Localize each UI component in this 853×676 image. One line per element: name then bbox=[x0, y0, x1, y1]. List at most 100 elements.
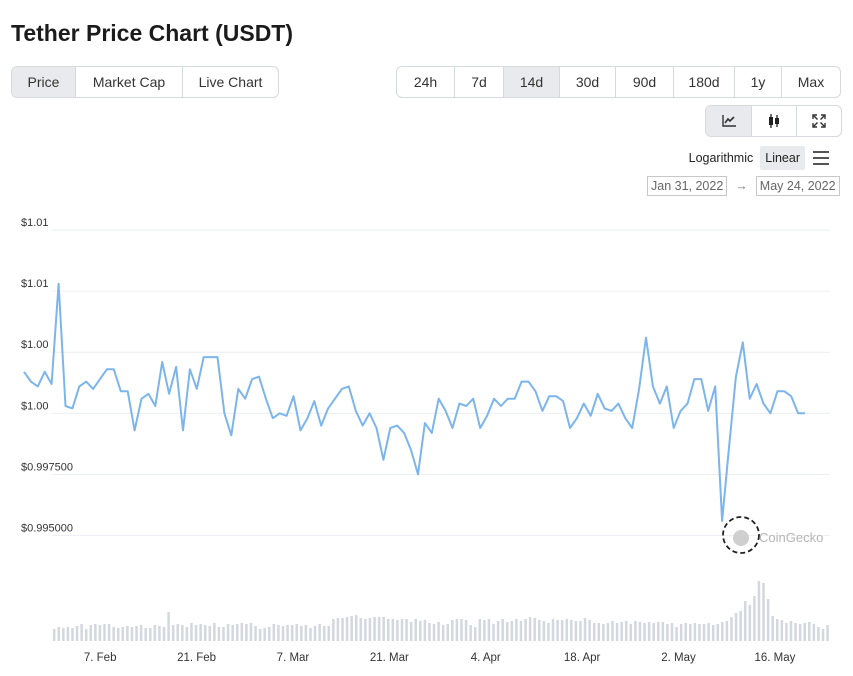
volume-bar bbox=[98, 625, 102, 641]
volume-bar bbox=[478, 619, 482, 641]
range-7d[interactable]: 7d bbox=[454, 67, 503, 97]
date-from-input[interactable]: Jan 31, 2022 bbox=[647, 176, 728, 196]
line-chart-button[interactable] bbox=[706, 106, 751, 136]
volume-bar bbox=[107, 624, 111, 641]
date-range: Jan 31, 2022 → May 24, 2022 bbox=[647, 176, 840, 196]
volume-bar bbox=[149, 628, 152, 641]
range-180d[interactable]: 180d bbox=[673, 67, 734, 97]
x-tick-label: 18. Apr bbox=[564, 652, 601, 664]
range-tabs: 24h 7d 14d 30d 90d 180d 1y Max bbox=[396, 66, 841, 98]
volume-bar bbox=[368, 618, 372, 641]
x-tick-label: 7. Feb bbox=[84, 652, 117, 664]
volume-bar bbox=[469, 625, 472, 641]
range-1y[interactable]: 1y bbox=[734, 67, 781, 97]
menu-icon[interactable] bbox=[813, 151, 829, 165]
volume-bar bbox=[501, 619, 504, 641]
range-90d[interactable]: 90d bbox=[615, 67, 673, 97]
volume-bar bbox=[226, 624, 230, 641]
candlestick-button[interactable] bbox=[751, 106, 796, 136]
volume-bar bbox=[570, 620, 573, 641]
volume-bar bbox=[515, 619, 518, 641]
volume-bar bbox=[309, 628, 312, 641]
volume-bar bbox=[272, 624, 276, 641]
volume-bar bbox=[57, 627, 61, 641]
volume-bar bbox=[341, 618, 344, 641]
volume-bar bbox=[579, 621, 582, 641]
volume-bar bbox=[268, 627, 271, 641]
volume-bar bbox=[222, 627, 225, 641]
volume-bar bbox=[213, 623, 216, 641]
volume-bar bbox=[524, 619, 527, 641]
volume-bar bbox=[666, 624, 669, 641]
volume-bar bbox=[679, 624, 683, 641]
volume-bar bbox=[542, 621, 546, 641]
volume-bar bbox=[158, 626, 161, 641]
volume-bar bbox=[638, 622, 642, 641]
y-tick-label: $0.995000 bbox=[21, 523, 73, 535]
price-series-line bbox=[23, 282, 805, 522]
volume-bar bbox=[592, 623, 596, 641]
volume-bar bbox=[414, 619, 417, 641]
range-24h[interactable]: 24h bbox=[413, 74, 438, 90]
volume-bar bbox=[739, 611, 742, 641]
volume-bar bbox=[725, 621, 729, 641]
volume-bar bbox=[190, 623, 193, 641]
expand-button[interactable] bbox=[796, 106, 841, 136]
volume-bar bbox=[693, 623, 697, 641]
volume-bar bbox=[428, 623, 431, 641]
volume-bar bbox=[538, 620, 541, 641]
volume-bar bbox=[455, 619, 459, 641]
volume-bar bbox=[382, 617, 385, 641]
tab-live-chart[interactable]: Live Chart bbox=[182, 67, 278, 97]
volume-bar bbox=[167, 612, 170, 641]
scale-linear[interactable]: Linear bbox=[760, 146, 805, 170]
volume-bar bbox=[753, 596, 756, 641]
volume-bar bbox=[300, 626, 303, 641]
x-tick-label: 21. Feb bbox=[177, 652, 216, 664]
watermark-text: CoinGecko bbox=[759, 530, 823, 545]
tab-market-cap[interactable]: Market Cap bbox=[75, 67, 182, 97]
volume-bar bbox=[798, 624, 802, 641]
volume-bar bbox=[203, 625, 207, 641]
range-14d[interactable]: 14d bbox=[503, 67, 559, 97]
date-to-input[interactable]: May 24, 2022 bbox=[755, 176, 840, 196]
volume-bar bbox=[373, 617, 376, 641]
scale-logarithmic[interactable]: Logarithmic bbox=[688, 151, 754, 165]
volume-bar bbox=[249, 623, 253, 641]
volume-bar bbox=[171, 625, 175, 641]
tab-price[interactable]: Price bbox=[12, 67, 75, 97]
volume-bar bbox=[556, 620, 559, 641]
volume-bar bbox=[730, 617, 733, 641]
range-30d[interactable]: 30d bbox=[559, 67, 615, 97]
volume-bar bbox=[583, 618, 587, 641]
y-tick-label: $1.01 bbox=[21, 217, 49, 229]
volume-bar bbox=[286, 625, 289, 641]
volume-bar bbox=[139, 625, 143, 641]
volume-bar bbox=[620, 622, 623, 641]
volume-bar bbox=[464, 620, 468, 641]
volume-bar bbox=[153, 625, 157, 641]
volume-bar bbox=[84, 629, 88, 641]
x-tick-label: 7. Mar bbox=[277, 652, 310, 664]
volume-bar bbox=[121, 627, 125, 641]
volume-bar bbox=[780, 620, 784, 641]
volume-bar bbox=[208, 626, 212, 641]
volume-bar bbox=[473, 627, 477, 641]
volume-bar bbox=[803, 623, 806, 641]
volume-bar bbox=[327, 626, 331, 641]
volume-bar bbox=[721, 622, 724, 641]
range-max[interactable]: Max bbox=[781, 67, 840, 97]
volume-bar bbox=[135, 626, 138, 641]
arrow-right-icon: → bbox=[735, 179, 748, 193]
volume-bar bbox=[336, 618, 340, 641]
volume-bar bbox=[235, 624, 239, 641]
volume-bar bbox=[533, 618, 536, 641]
volume-bar bbox=[281, 626, 285, 641]
volume-bar bbox=[62, 628, 65, 641]
volume-bar bbox=[437, 622, 440, 641]
volume-bar bbox=[460, 619, 463, 641]
volume-bar bbox=[400, 619, 404, 641]
volume-bar bbox=[66, 627, 70, 641]
volume-bar bbox=[181, 625, 184, 641]
